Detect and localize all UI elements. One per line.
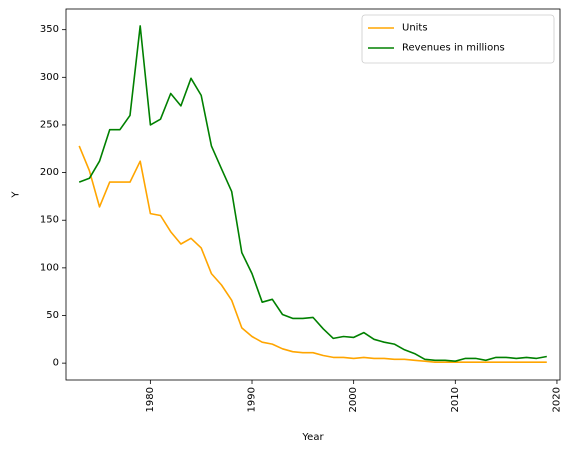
- y-axis-label: Y: [11, 191, 22, 199]
- plot-frame: [65, 8, 561, 381]
- y-tick-label: 250: [40, 119, 59, 130]
- legend-label-0: Units: [402, 23, 428, 34]
- x-axis-label: Year: [301, 432, 324, 443]
- y-axis: 0 50 100 150 200 250 300 350: [40, 24, 66, 369]
- series-line-1: [78, 25, 547, 363]
- legend: Units Revenues in millions: [361, 14, 555, 64]
- y-tick-label: 50: [46, 310, 59, 321]
- y-tick-label: 350: [40, 24, 59, 35]
- series-layer: [78, 25, 547, 364]
- series-line-0: [78, 145, 547, 364]
- x-tick-label: 2000: [348, 387, 359, 412]
- legend-label-1: Revenues in millions: [402, 43, 505, 54]
- y-tick-label: 200: [40, 167, 59, 178]
- y-tick-label: 0: [53, 358, 59, 369]
- x-tick-label: 1980: [145, 387, 156, 412]
- y-tick-label: 100: [40, 262, 59, 273]
- y-tick-label: 300: [40, 72, 59, 83]
- x-axis: 1980 1990 2000 2010 2020: [145, 380, 562, 412]
- y-tick-label: 150: [40, 215, 59, 226]
- legend-box: [361, 14, 555, 64]
- x-tick-label: 1990: [247, 387, 258, 412]
- x-tick-label: 2010: [450, 387, 461, 412]
- x-tick-label: 2020: [551, 387, 562, 412]
